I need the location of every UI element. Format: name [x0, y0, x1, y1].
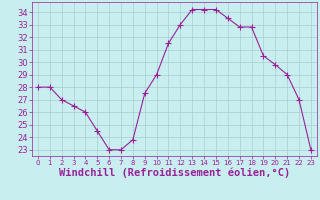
X-axis label: Windchill (Refroidissement éolien,°C): Windchill (Refroidissement éolien,°C) [59, 168, 290, 178]
